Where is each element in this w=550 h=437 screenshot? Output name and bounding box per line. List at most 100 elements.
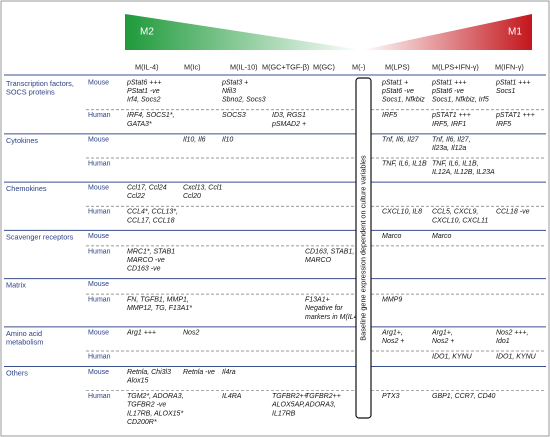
cell-text: MARCO: [305, 257, 332, 264]
cell-text: IRF5, IRF1: [432, 121, 466, 128]
m1-gradient: [362, 14, 532, 50]
column-header: M(IL-10): [230, 63, 258, 72]
cell-text: CD200R*: [127, 419, 157, 426]
cell-text: IRF5: [496, 121, 511, 128]
m2-label: M2: [140, 26, 154, 37]
cell-text: Ido1: [496, 338, 510, 345]
cell-text: Socs1, Nfkbiz, Irf5: [432, 97, 489, 104]
cell-text: TNF, IL6, IL1B,: [432, 160, 479, 167]
cell-text: Il23a, Il12a: [432, 145, 466, 152]
cell-text: IRF5: [382, 112, 397, 119]
cell-text: CD163, STAB1,: [305, 248, 354, 255]
species-label: Human: [88, 160, 111, 167]
cell-text: PTX3: [382, 393, 400, 400]
cell-text: Marco: [382, 233, 402, 240]
baseline-box: [355, 77, 372, 419]
cell-text: TGFBR2 -ve: [127, 402, 166, 409]
cell-text: IL12A, IL12B, IL23A: [432, 169, 495, 176]
species-label: Human: [88, 248, 111, 255]
cell-text: Arg1+,: [381, 329, 403, 336]
species-label: Mouse: [88, 185, 109, 192]
cell-text: TGFBR2++: [272, 393, 308, 400]
m1-label: M1: [508, 26, 522, 37]
cell-text: GATA3*: [127, 121, 152, 128]
cell-text: pSMAD2 +: [271, 121, 306, 128]
cell-text: IL17RB, ALOX15*: [127, 410, 183, 417]
section-label: metabolism: [6, 338, 43, 347]
baseline-note: Baseline gene expression dependent on cu…: [358, 155, 367, 341]
cell-text: ALOX5AP,: [271, 402, 305, 409]
column-header: M(Ic): [184, 63, 201, 72]
cell-text: IDO1, KYNU: [432, 353, 473, 360]
species-label: Mouse: [88, 329, 109, 336]
cell-text: Retnla -ve: [183, 369, 215, 376]
species-label: Human: [88, 297, 111, 304]
cell-text: Nfil3: [222, 88, 236, 95]
cell-text: pStat1 +: [381, 79, 408, 86]
cell-text: Tnf, Il6, Il27,: [432, 136, 471, 143]
cell-text: IDO1, KYNU: [496, 353, 537, 360]
cell-text: IL4RA: [222, 393, 242, 400]
cell-text: F13A1+: [305, 297, 330, 304]
cell-text: Nos2 +: [432, 338, 454, 345]
column-header: M(LPS): [385, 63, 410, 72]
cell-text: Alox15: [126, 378, 149, 385]
cell-text: Marco: [432, 233, 452, 240]
cell-text: Socs1: [496, 88, 516, 95]
cell-text: Ccl22: [127, 193, 145, 200]
section-label: Matrix: [6, 281, 26, 290]
cell-text: Irf4, Socs2: [127, 97, 161, 104]
cell-text: Nos2 +++,: [496, 329, 529, 336]
cell-text: MMP12, TG, F13A1*: [127, 305, 192, 312]
cell-text: markers in M(IL4): [305, 314, 360, 321]
column-header: M(IFN-γ): [495, 63, 524, 72]
cell-text: Negative for: [305, 305, 343, 312]
cell-text: MARCO -ve: [127, 257, 165, 264]
cell-text: Sbno2, Socs3: [222, 97, 266, 104]
species-label: Human: [88, 112, 111, 119]
cell-text: pStat1 +++: [431, 79, 466, 86]
cell-text: CCL4*, CCL13*,: [127, 209, 178, 216]
section-label: Chemokines: [6, 184, 47, 193]
cell-text: ID3, RGS1: [272, 112, 306, 119]
cell-text: IL17RB: [272, 410, 296, 417]
section-label: Transcription factors,: [6, 79, 74, 88]
cell-text: Ccl20: [183, 193, 201, 200]
cell-text: pSTAT1 +++: [431, 112, 471, 119]
cell-text: Retnla, Chi3l3: [127, 369, 171, 376]
cell-text: CCL18 -ve: [496, 209, 530, 216]
column-header: M(-): [352, 63, 365, 72]
cell-text: Cxcl13, Ccl1: [183, 185, 222, 192]
cell-text: TGFBR2++: [305, 393, 341, 400]
section-label: Scavenger receptors: [6, 232, 74, 241]
species-label: Human: [88, 393, 111, 400]
section-label: Amino acid: [6, 329, 42, 338]
cell-text: FN, TGFB1, MMP1,: [127, 297, 189, 304]
column-header: M(GC): [313, 63, 335, 72]
cell-text: CCL17, CCL18: [127, 217, 175, 224]
section-label: SOCS proteins: [6, 88, 55, 97]
cell-text: pStat3 +: [221, 79, 248, 86]
cell-text: pStat6 -ve: [381, 88, 414, 95]
cell-text: Arg1+,: [431, 329, 453, 336]
cell-text: ADORA3,: [304, 402, 336, 409]
species-label: Mouse: [88, 136, 109, 143]
cell-text: MRC1*, STAB1: [127, 248, 175, 255]
cell-text: IRF4, SOCS1*,: [127, 112, 175, 119]
cell-text: MMP9: [382, 297, 402, 304]
cell-text: TNF, IL6, IL1B: [382, 160, 427, 167]
cell-text: pStat6 -ve: [431, 88, 464, 95]
section-label: Others: [6, 369, 28, 378]
species-label: Mouse: [88, 233, 109, 240]
cell-text: Arg1 +++: [126, 329, 156, 336]
column-header: M(LPS+IFN-γ): [432, 63, 479, 72]
cell-text: Il10: [222, 136, 233, 143]
column-header: M(IL-4): [135, 63, 159, 72]
cell-text: TGM2*, ADORA3,: [127, 393, 184, 400]
species-label: Mouse: [88, 281, 109, 288]
cell-text: GBP1, CCR7, CD40: [432, 393, 496, 400]
cell-text: pSTAT1 +++: [495, 112, 535, 119]
cell-text: Il4ra: [222, 369, 236, 376]
cell-text: CD163 -ve: [127, 266, 161, 273]
